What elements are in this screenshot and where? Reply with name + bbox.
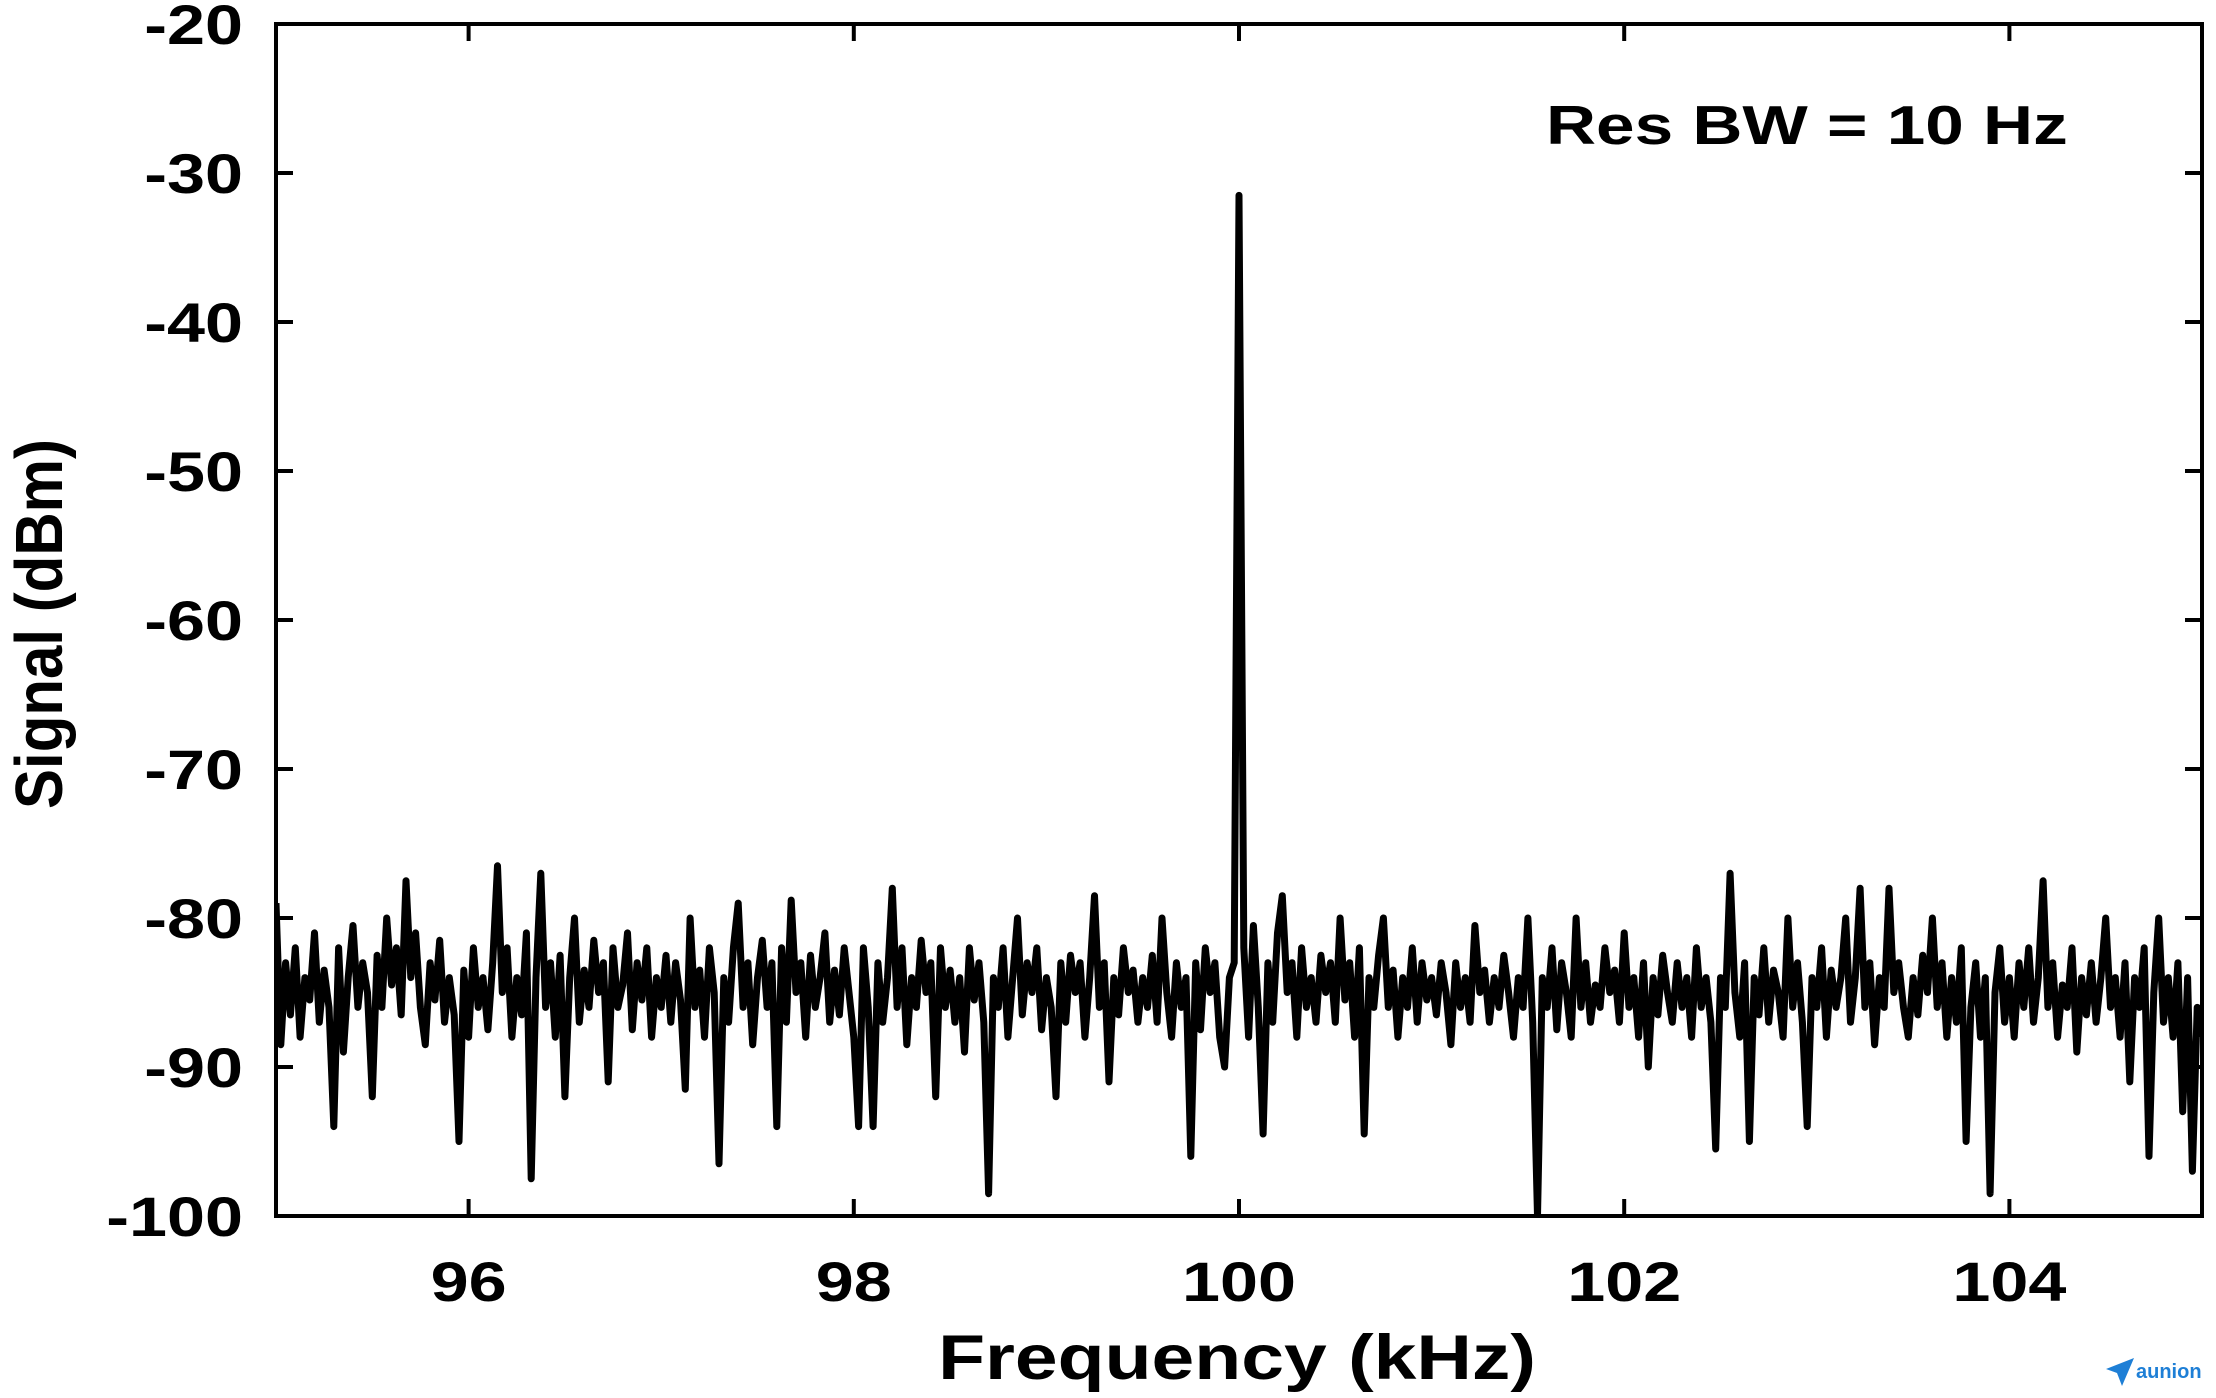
- y-tick-label: -70: [144, 739, 243, 802]
- series-line: [276, 191, 2202, 1216]
- watermark-logo: aunion: [2106, 1358, 2202, 1386]
- x-axis-label: Frequency (kHz): [938, 1322, 1536, 1393]
- y-tick-label: -40: [144, 292, 243, 355]
- x-tick-label: 102: [1567, 1251, 1681, 1314]
- y-axis-label: Signal (dBm): [2, 439, 77, 809]
- plot-frame: [274, 22, 2204, 1218]
- y-tick-label: -30: [144, 143, 243, 206]
- x-tick-label: 104: [1952, 1251, 2066, 1314]
- y-tick-label: -50: [144, 441, 243, 504]
- x-tick-label: 98: [816, 1251, 892, 1314]
- x-tick-label: 96: [431, 1251, 507, 1314]
- y-tick-label: -100: [106, 1186, 243, 1249]
- watermark-text: aunion: [2136, 1361, 2202, 1383]
- annotation-res-bw: Res BW = 10 Hz: [1546, 95, 2068, 157]
- series-layer: [276, 191, 2202, 1216]
- y-tick-label: -80: [144, 888, 243, 951]
- x-tick-label: 100: [1182, 1251, 1296, 1314]
- y-tick-label: -60: [144, 590, 243, 653]
- axes: -20 -30 -40 -50 -60 -70 -80 -90 -100 96 98 100 102 10…: [106, 0, 2204, 1314]
- y-tick-label: -20: [144, 0, 243, 57]
- y-tick-label: -90: [144, 1037, 243, 1100]
- paper-plane-icon: [2106, 1358, 2134, 1386]
